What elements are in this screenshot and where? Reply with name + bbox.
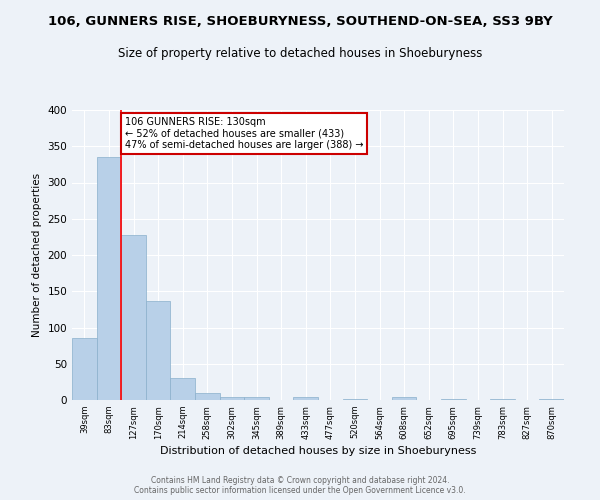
Text: 106 GUNNERS RISE: 130sqm
← 52% of detached houses are smaller (433)
47% of semi-: 106 GUNNERS RISE: 130sqm ← 52% of detach… [125, 117, 364, 150]
Bar [244, 397, 269, 400]
Bar [343, 398, 367, 400]
X-axis label: Distribution of detached houses by size in Shoeburyness: Distribution of detached houses by size … [160, 446, 476, 456]
Y-axis label: Number of detached properties: Number of detached properties [32, 173, 42, 337]
Text: 106, GUNNERS RISE, SHOEBURYNESS, SOUTHEND-ON-SEA, SS3 9BY: 106, GUNNERS RISE, SHOEBURYNESS, SOUTHEN… [47, 15, 553, 28]
Text: Size of property relative to detached houses in Shoeburyness: Size of property relative to detached ho… [118, 48, 482, 60]
Bar [293, 397, 318, 400]
Bar [72, 338, 97, 400]
Bar [195, 393, 220, 400]
Bar [146, 302, 170, 400]
Bar [97, 157, 121, 400]
Bar [392, 397, 416, 400]
Text: Contains HM Land Registry data © Crown copyright and database right 2024.: Contains HM Land Registry data © Crown c… [151, 476, 449, 485]
Text: Contains public sector information licensed under the Open Government Licence v3: Contains public sector information licen… [134, 486, 466, 495]
Bar [539, 398, 564, 400]
Bar [170, 378, 195, 400]
Bar [441, 398, 466, 400]
Bar [490, 398, 515, 400]
Bar [121, 234, 146, 400]
Bar [220, 397, 244, 400]
